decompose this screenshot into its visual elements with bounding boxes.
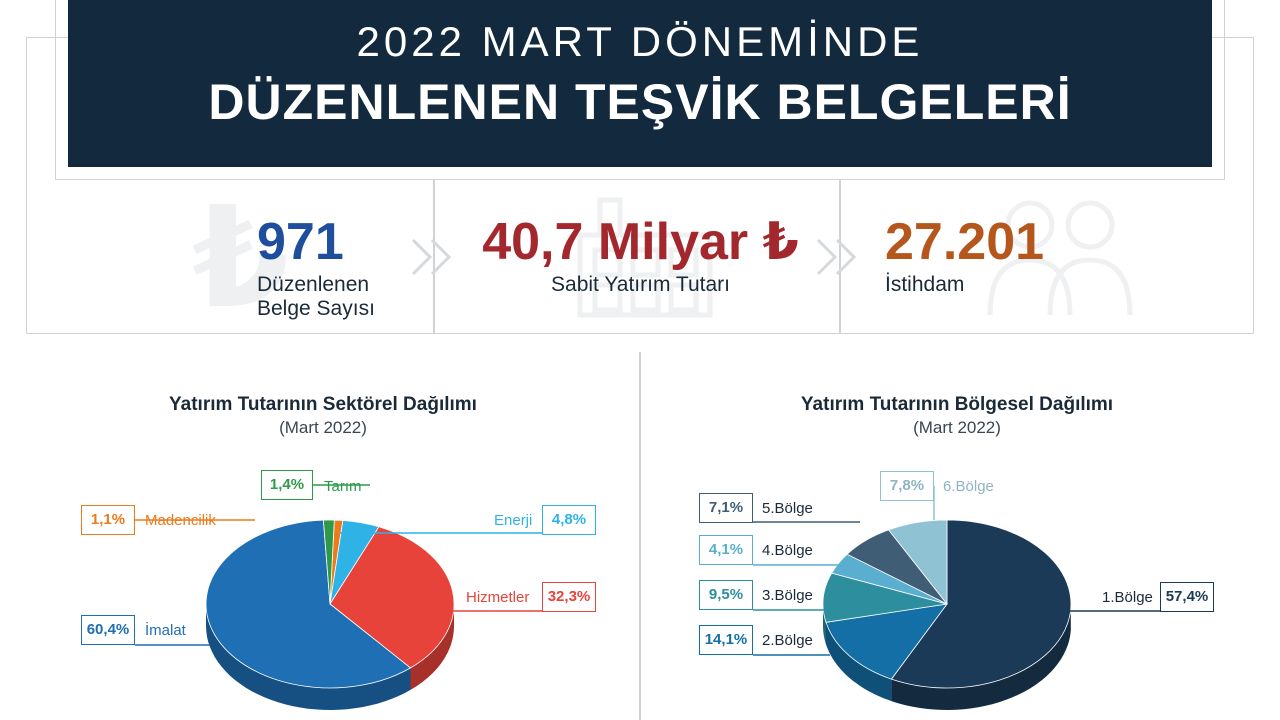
chart-subtitle-bolgesel: (Mart 2022) xyxy=(913,418,1001,437)
stat-value-yatirim: 40,7 Milyar ₺ xyxy=(482,213,799,271)
pie-chart-0 xyxy=(205,519,455,710)
chart-subtitle-sektorel: (Mart 2022) xyxy=(279,418,367,437)
value-box-4.Bölge: 4,1% xyxy=(699,535,753,565)
header-line1: 2022 MART DÖNEMİNDE xyxy=(356,18,924,65)
slice-label-2.Bölge: 2.Bölge xyxy=(762,632,813,649)
slice-label-6.Bölge: 6.Bölge xyxy=(943,478,994,495)
value-box-5.Bölge: 7,1% xyxy=(699,493,753,523)
pie-chart-1 xyxy=(822,519,1072,710)
chart-title-sektorel: Yatırım Tutarının Sektörel Dağılımı xyxy=(169,394,477,415)
pie-wall-1.Bölge xyxy=(891,608,1071,710)
value-box-Madencilik: 1,1% xyxy=(81,505,135,535)
slice-label-Tarım: Tarım xyxy=(324,478,362,495)
slice-label-İmalat: İmalat xyxy=(145,622,186,639)
stat-label-belge-1: Düzenlenen xyxy=(257,273,370,296)
pie-slice-6.Bölge xyxy=(887,519,948,606)
value-box-İmalat: 60,4% xyxy=(81,615,135,645)
stat-divider xyxy=(839,180,841,334)
chevron-right-icon xyxy=(411,238,452,276)
pie-slice-2.Bölge xyxy=(825,603,948,680)
value-box-Hizmetler: 32,3% xyxy=(542,582,596,612)
value-box-Tarım: 1,4% xyxy=(261,470,313,500)
pie-slice-İmalat xyxy=(205,519,412,689)
slice-label-Hizmetler: Hizmetler xyxy=(466,589,530,606)
value-box-6.Bölge: 7,8% xyxy=(880,471,934,501)
value-box-Enerji: 4,8% xyxy=(542,505,596,535)
pie-slice-Hizmetler xyxy=(329,526,455,669)
pie-wall-2.Bölge xyxy=(826,622,892,702)
slice-label-Madencilik: Madencilik xyxy=(145,512,216,529)
slice-label-Enerji: Enerji xyxy=(494,512,533,529)
stat-divider xyxy=(433,180,435,334)
slice-label-3.Bölge: 3.Bölge xyxy=(762,587,813,604)
header-banner: 2022 MART DÖNEMİNDE DÜZENLENEN TEŞVİK BE… xyxy=(68,0,1212,167)
lira-icon: ₺ xyxy=(192,179,290,336)
factory-icon xyxy=(577,197,713,318)
people-icon xyxy=(987,200,1133,316)
header-line2: DÜZENLENEN TEŞVİK BELGELERİ xyxy=(208,74,1072,130)
value-box-2.Bölge: 14,1% xyxy=(699,625,753,655)
pie-slice-Tarım xyxy=(322,519,335,605)
pie-wall-Hizmetler xyxy=(410,605,454,690)
chevron-right-icon xyxy=(816,238,857,276)
stat-value-belge: 971 xyxy=(257,213,344,271)
slice-label-1.Bölge: 1.Bölge xyxy=(1102,589,1153,606)
value-box-1.Bölge: 57,4% xyxy=(1160,582,1214,612)
slice-label-4.Bölge: 4.Bölge xyxy=(762,542,813,559)
chart-divider xyxy=(639,352,641,720)
value-box-3.Bölge: 9,5% xyxy=(699,580,753,610)
pie-slice-1.Bölge xyxy=(890,519,1072,689)
stat-label-yatirim: Sabit Yatırım Tutarı xyxy=(551,273,730,296)
stat-value-istihdam: 27.201 xyxy=(885,213,1045,271)
slice-label-5.Bölge: 5.Bölge xyxy=(762,500,813,517)
pie-wall-İmalat xyxy=(206,604,411,710)
stat-label-istihdam: İstihdam xyxy=(885,273,965,296)
banner-frame xyxy=(55,0,1225,180)
chart-title-bolgesel: Yatırım Tutarının Bölgesel Dağılımı xyxy=(800,394,1114,415)
stat-label-belge-2: Belge Sayısı xyxy=(257,297,375,320)
